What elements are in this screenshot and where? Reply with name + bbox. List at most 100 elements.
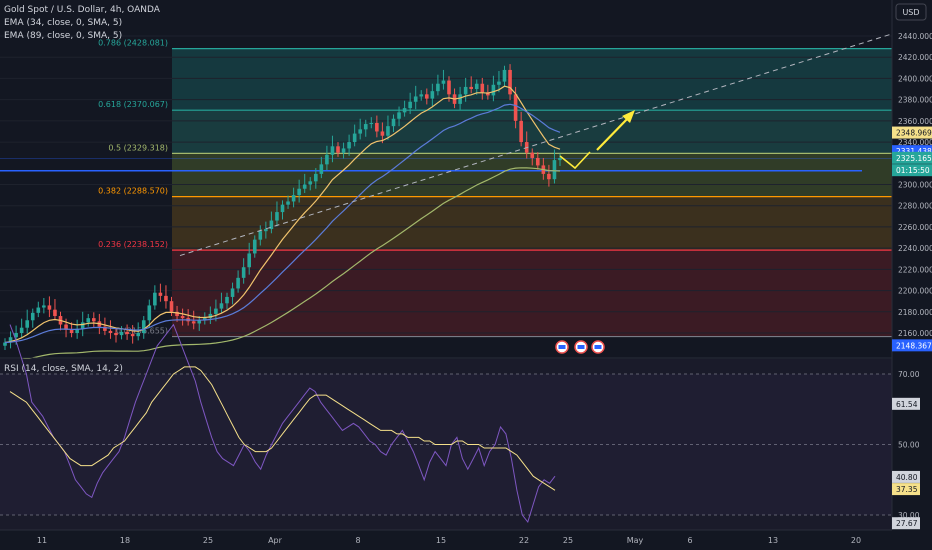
candle-body-95 [530, 152, 535, 158]
candle-body-30 [169, 301, 174, 312]
fib-label-2: 0.5 (2329.318) [108, 143, 168, 152]
arrow-path-small[interactable] [559, 151, 591, 170]
candle-body-28 [158, 292, 163, 296]
economic-event-markers[interactable] [555, 340, 605, 354]
candle-body-56 [314, 173, 318, 182]
x-tick-6: 22 [519, 536, 529, 545]
rsi-tag-bg-0 [892, 397, 920, 410]
candle-body-34 [191, 321, 196, 324]
candle-body-68 [380, 131, 385, 136]
candle-body-87 [486, 92, 490, 96]
candle-body-71 [397, 112, 401, 119]
candle-body-9 [53, 309, 57, 317]
currency-label: USD [902, 8, 919, 17]
candle-body-16 [92, 318, 96, 322]
y-tick-13: 2160.000 [898, 329, 932, 338]
rsi-tag-2: 37.35 [896, 485, 918, 494]
candle-body-100 [558, 157, 562, 161]
rsi-tag-bg-3 [892, 517, 920, 530]
rsi-tag-0: 61.54 [896, 400, 918, 409]
arrow-head[interactable] [622, 110, 635, 123]
candle-body-78 [436, 83, 440, 92]
fib-zones [172, 48, 892, 337]
candle-body-90 [502, 69, 507, 82]
event-flag-2 [594, 345, 602, 349]
event-flag-1 [577, 345, 585, 349]
y-tick-11: 2200.000 [898, 287, 932, 296]
dashed-trendline[interactable] [179, 33, 893, 257]
y-tick-8: 2260.000 [898, 223, 932, 232]
ema89-legend[interactable]: EMA (89, close, 0, SMA, 5) [4, 31, 123, 41]
candle-body-67 [375, 122, 379, 132]
price-tag-2: 2325.165 [896, 154, 932, 163]
candle-body-42 [236, 277, 240, 289]
price-tag-0: 2348.969 [896, 129, 932, 138]
candle-body-58 [325, 154, 329, 165]
price-tag-4: 2148.367 [896, 341, 932, 350]
symbol-legend[interactable]: Gold Spot / U.S. Dollar, 4h, OANDA [4, 5, 160, 15]
candle-body-8 [47, 305, 52, 310]
candle-body-54 [302, 184, 307, 189]
candle-body-65 [363, 124, 368, 130]
candle-body-4 [25, 320, 29, 328]
candle-body-35 [197, 320, 202, 324]
candle-body-76 [425, 94, 429, 99]
fib-zone-4 [172, 250, 892, 337]
event-flag-0 [558, 345, 566, 349]
candle-body-41 [230, 288, 235, 297]
candle-body-26 [147, 305, 152, 321]
candle-body-36 [203, 318, 207, 321]
candle-body-46 [258, 231, 263, 240]
candle-body-22 [125, 331, 129, 335]
ema34-legend[interactable]: EMA (34, close, 0, SMA, 5) [4, 18, 123, 28]
rsi-line [9, 323, 556, 524]
candle-body-89 [497, 81, 501, 85]
candle-body-47 [264, 229, 268, 232]
candle-body-50 [280, 204, 285, 213]
candle-body-13 [75, 328, 79, 333]
candle-body-51 [286, 201, 290, 205]
x-tick-5: 15 [436, 536, 446, 545]
price-tag-1: 2331.438 [896, 147, 932, 156]
y-axis-ticks: 2440.000 2420.000 2400.000 2380.000 2360.000… [898, 32, 932, 520]
candle-body-99 [552, 160, 557, 180]
x-tick-3: Apr [268, 536, 283, 545]
rsi-legend[interactable]: RSI (14, close, SMA, 14, 2) [4, 364, 123, 374]
ema-lines [4, 85, 561, 362]
price-axis[interactable] [892, 0, 932, 530]
candle-body-5 [30, 312, 35, 321]
candle-body-49 [275, 212, 279, 221]
candle-body-96 [536, 157, 540, 166]
candle-body-45 [252, 239, 257, 254]
x-tick-7: 25 [563, 536, 573, 545]
candle-body-88 [491, 84, 496, 96]
x-tick-0: 11 [37, 536, 47, 545]
price-tag-bg-2 [892, 151, 932, 164]
rsi-ma-line [9, 366, 556, 491]
x-tick-11: 20 [851, 536, 861, 545]
candle-body-72 [402, 108, 407, 113]
candle-body-1 [8, 337, 13, 343]
ema-long-line [4, 167, 561, 362]
candle-body-38 [214, 308, 218, 314]
candle-body-83 [463, 86, 468, 95]
candle-body-37 [208, 313, 213, 319]
candle-body-80 [447, 80, 451, 95]
rsi-tag-1: 40.80 [896, 473, 918, 482]
candle-body-21 [119, 331, 124, 336]
rsi-tag-bg-2 [892, 483, 920, 496]
time-axis[interactable] [0, 530, 932, 550]
trend-drawings[interactable] [179, 33, 893, 257]
currency-button[interactable] [895, 3, 927, 21]
arrow-path-large[interactable] [596, 115, 631, 151]
candle-body-18 [103, 326, 107, 331]
candle-body-82 [458, 94, 462, 104]
candle-body-2 [14, 333, 18, 338]
rsi-tag-3: 27.67 [896, 519, 918, 528]
x-tick-9: 6 [687, 536, 692, 545]
candle-body-23 [130, 334, 135, 337]
candle-body-39 [219, 303, 224, 309]
price-tag-bg-3 [892, 164, 932, 177]
